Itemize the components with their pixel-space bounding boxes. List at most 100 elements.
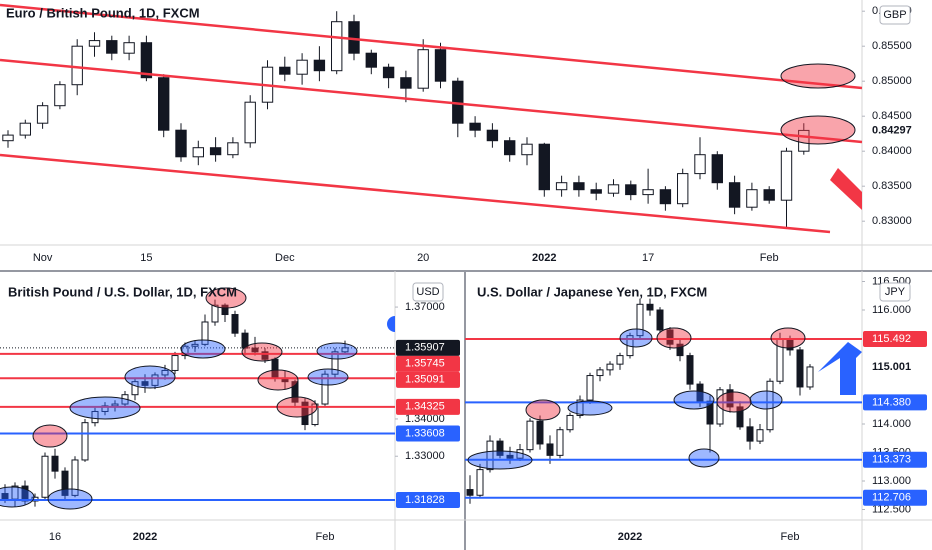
price-label-box	[863, 394, 927, 411]
y-tick-label: 0.83500	[872, 180, 912, 192]
candle-body	[526, 420, 534, 451]
marks	[0, 11, 862, 507]
price-label-box	[863, 489, 927, 506]
candle-body	[546, 443, 554, 456]
candle-body	[221, 304, 229, 316]
candle-body	[536, 420, 544, 445]
candle-body	[106, 40, 118, 54]
candle-body	[54, 84, 66, 107]
candle-body	[2, 134, 14, 142]
ellipse	[619, 328, 653, 348]
candle-body	[642, 189, 654, 196]
price-label: 1.35907	[405, 342, 445, 354]
candle-body	[521, 143, 533, 156]
x-tick-label: Dec	[275, 252, 295, 264]
candle-body	[716, 389, 724, 425]
ellipse	[673, 390, 715, 410]
candle-body	[656, 309, 664, 331]
candle-body	[666, 329, 674, 345]
candle-body	[476, 469, 484, 496]
price-label: 0.84297	[872, 124, 912, 136]
price-label-box	[396, 371, 460, 388]
y-tick-label: 1.33000	[405, 450, 445, 462]
price-label: 1.31828	[405, 494, 445, 506]
candle-body	[625, 184, 637, 196]
chart-title: U.S. Dollar / Japanese Yen, 1D, FXCM	[477, 284, 707, 299]
price-label-box	[396, 339, 460, 356]
y-tick-label: 0.84000	[872, 145, 912, 157]
ellipse	[205, 287, 247, 309]
currency: GBP	[883, 9, 906, 21]
candle-body	[227, 142, 239, 156]
candle-body	[780, 150, 793, 201]
candle-body	[763, 189, 775, 201]
currency-badge	[879, 5, 911, 25]
candle-body	[746, 426, 754, 442]
candle-body	[676, 343, 684, 357]
ellipse	[316, 342, 358, 360]
up-arrow	[818, 342, 862, 395]
candle-body	[726, 389, 734, 408]
candle-body	[686, 355, 694, 385]
candle-body	[382, 66, 395, 79]
candle-body	[606, 363, 614, 371]
candle-body	[161, 369, 169, 376]
candle-body	[434, 49, 447, 82]
candle-body	[171, 355, 179, 371]
candle-body	[36, 105, 49, 124]
candle-body	[486, 440, 494, 471]
price-label-box	[863, 451, 927, 468]
candle-body	[486, 129, 499, 142]
candle-body	[706, 400, 714, 425]
candle-body	[51, 455, 59, 472]
ellipse	[180, 339, 226, 359]
candle-body	[696, 383, 704, 402]
price-label: 115.001	[872, 361, 911, 373]
candle-body	[566, 414, 574, 431]
ellipse	[656, 327, 692, 349]
y-tick-label: 0.85000	[872, 75, 912, 87]
x-tick-label: 2022	[133, 531, 157, 543]
ellipse	[0, 486, 35, 508]
candle-body	[538, 143, 550, 191]
candle-body	[766, 380, 774, 431]
x-tick-label: Feb	[316, 531, 335, 543]
candle-body	[506, 454, 514, 459]
down-arrow	[830, 168, 862, 210]
candle-body	[746, 189, 758, 208]
ellipse	[32, 424, 68, 448]
candle-body	[348, 21, 360, 54]
candle-body	[556, 429, 564, 456]
candle-body	[616, 355, 624, 365]
candle-body	[41, 455, 49, 498]
candle-body	[321, 373, 329, 405]
scroll-marker[interactable]	[387, 316, 395, 332]
price-label-box	[396, 425, 460, 442]
candle-body	[607, 184, 620, 194]
candle-body	[469, 122, 481, 131]
y-tick-label: 114.000	[872, 418, 911, 430]
candle-body	[131, 381, 139, 396]
candle-body	[175, 129, 187, 158]
y-tick-label: 1.34000	[405, 413, 445, 425]
candle-body	[241, 332, 249, 349]
ellipse	[780, 115, 856, 145]
ellipse	[257, 369, 299, 391]
candle-body	[192, 147, 204, 158]
channel-line	[0, 58, 863, 144]
candle-body	[261, 351, 269, 360]
candle-body	[191, 343, 199, 347]
price-label-box	[863, 330, 927, 347]
candle-body	[798, 129, 810, 152]
candle-body	[573, 182, 585, 191]
price-label: 115.492	[872, 333, 911, 345]
candle-body	[21, 485, 29, 502]
ellipse	[525, 399, 561, 421]
y-tick-label: 113.000	[872, 475, 911, 487]
candle-body	[301, 401, 309, 426]
candle-body	[201, 321, 209, 345]
price-label: 113.373	[872, 454, 911, 466]
ellipse	[567, 400, 613, 416]
x-tick-label: 16	[49, 531, 61, 543]
candle-body	[313, 59, 326, 72]
